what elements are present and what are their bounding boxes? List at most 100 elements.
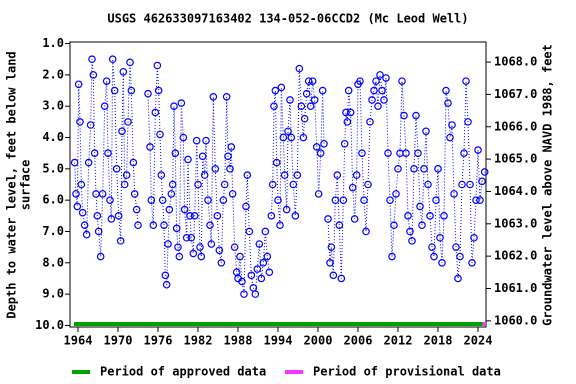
data-point (306, 102, 315, 111)
data-point (211, 165, 220, 173)
data-point (382, 74, 390, 82)
data-point (88, 55, 96, 64)
y-tick-label: 2.0 (42, 67, 64, 81)
data-point (124, 118, 132, 126)
data-point (268, 180, 277, 189)
data-point (384, 149, 392, 157)
data-point (286, 96, 294, 104)
data-point (114, 212, 123, 220)
data-point (112, 165, 121, 173)
y2-tick-label: 1066.0 (494, 119, 537, 133)
data-point (352, 171, 361, 179)
x-tick-label: 2012 (384, 334, 413, 348)
data-point (442, 86, 450, 95)
plot-frame (69, 41, 487, 328)
data-point (80, 221, 89, 230)
x-tick-label: 2018 (424, 334, 453, 348)
data-point (149, 221, 158, 230)
data-point (76, 118, 84, 126)
data-point (132, 205, 141, 214)
data-point (356, 77, 364, 85)
data-point (197, 252, 206, 261)
data-point (454, 274, 462, 283)
chart-title: USGS 462633097163402 134-052-06CCD2 (Mc … (107, 12, 468, 26)
data-point (255, 240, 264, 248)
data-point (224, 152, 232, 161)
data-point (74, 80, 83, 89)
data-point (416, 202, 424, 211)
data-point (446, 133, 454, 142)
y2-tick-label: 1065.0 (494, 152, 537, 166)
data-point (472, 196, 480, 204)
data-point (243, 171, 252, 179)
data-point (98, 190, 107, 198)
x-tick-label: 1964 (64, 334, 93, 348)
data-point (404, 212, 412, 220)
data-point (276, 221, 284, 230)
y2-tick-label: 1060.0 (494, 313, 537, 327)
data-point (198, 152, 207, 161)
y-tick-label: 8.0 (42, 255, 64, 269)
data-point (320, 139, 328, 148)
data-point (127, 86, 136, 95)
data-point (192, 136, 201, 145)
y2-tick-label: 1062.0 (494, 249, 537, 263)
data-point (186, 212, 194, 220)
data-point (360, 196, 368, 204)
data-point (236, 252, 244, 261)
data-point (424, 180, 432, 189)
data-point (72, 190, 80, 198)
data-point (228, 190, 237, 198)
data-point (102, 77, 111, 85)
data-point (119, 67, 128, 76)
data-point (458, 180, 466, 189)
data-point (170, 102, 178, 111)
data-point (174, 243, 182, 251)
data-point (470, 233, 478, 242)
data-point (394, 165, 402, 173)
data-point (144, 89, 152, 98)
data-point (265, 268, 274, 276)
y2-axis-label: Groundwater level above NAVD 1988, feet (541, 44, 555, 326)
y-axis-label: Depth to water level, feet below land (5, 51, 19, 318)
data-point (220, 180, 229, 189)
data-point (263, 252, 272, 261)
data-point (335, 221, 344, 230)
data-point (271, 86, 280, 95)
data-point (434, 165, 442, 173)
data-point (344, 86, 353, 95)
data-point (147, 196, 156, 204)
data-point (368, 96, 376, 104)
data-point (151, 108, 160, 117)
data-point (89, 71, 98, 79)
data-point (227, 143, 236, 151)
x-tick-label: 1970 (104, 334, 133, 348)
data-point (362, 227, 370, 236)
data-point (422, 127, 430, 136)
data-point (187, 233, 196, 242)
y-axis-label: surface (19, 160, 33, 211)
data-point (406, 227, 414, 236)
data-point (297, 102, 306, 111)
data-point (412, 111, 420, 120)
data-point (474, 146, 482, 154)
data-point (414, 149, 422, 157)
data-point (426, 212, 434, 220)
data-point (450, 190, 458, 198)
data-point (448, 121, 456, 129)
data-point (444, 99, 452, 107)
data-point (378, 86, 386, 95)
data-point (200, 171, 209, 179)
data-point (171, 149, 180, 157)
x-tick-label: 1988 (224, 334, 253, 348)
data-point (299, 133, 308, 142)
y-tick-label: 1.0 (42, 36, 64, 50)
data-point (247, 271, 256, 280)
data-point (215, 246, 224, 255)
data-point (480, 168, 489, 176)
data-point (326, 258, 334, 267)
data-point (350, 215, 359, 223)
data-point (167, 190, 176, 198)
data-point (86, 121, 95, 129)
data-point (312, 143, 321, 151)
